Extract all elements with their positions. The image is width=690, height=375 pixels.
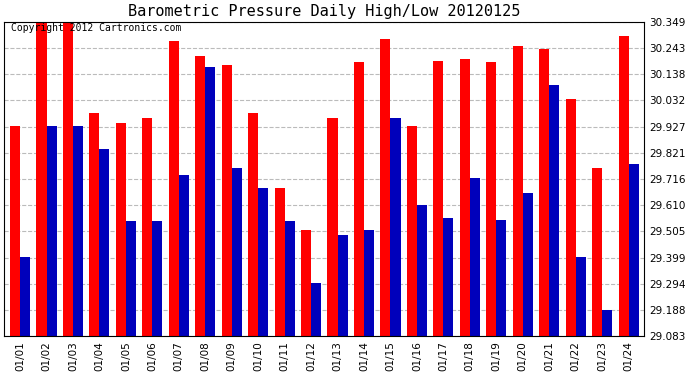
- Bar: [602, 310, 612, 336]
- Bar: [380, 39, 391, 336]
- Bar: [142, 118, 152, 336]
- Bar: [618, 36, 629, 336]
- Bar: [126, 221, 136, 336]
- Bar: [248, 113, 258, 336]
- Bar: [364, 230, 374, 336]
- Bar: [539, 49, 549, 336]
- Bar: [10, 126, 20, 336]
- Bar: [523, 193, 533, 336]
- Bar: [63, 22, 73, 336]
- Bar: [46, 126, 57, 336]
- Bar: [90, 113, 99, 336]
- Bar: [486, 63, 496, 336]
- Bar: [20, 257, 30, 336]
- Title: Barometric Pressure Daily High/Low 20120125: Barometric Pressure Daily High/Low 20120…: [128, 4, 520, 19]
- Bar: [496, 220, 506, 336]
- Bar: [417, 205, 427, 336]
- Bar: [470, 178, 480, 336]
- Bar: [311, 284, 321, 336]
- Bar: [116, 123, 126, 336]
- Bar: [337, 235, 348, 336]
- Bar: [195, 56, 205, 336]
- Text: Copyright 2012 Cartronics.com: Copyright 2012 Cartronics.com: [10, 23, 181, 33]
- Bar: [566, 99, 575, 336]
- Bar: [549, 85, 560, 336]
- Bar: [391, 118, 400, 336]
- Bar: [169, 41, 179, 336]
- Bar: [285, 221, 295, 336]
- Bar: [232, 168, 241, 336]
- Bar: [275, 188, 285, 336]
- Bar: [179, 176, 189, 336]
- Bar: [592, 168, 602, 336]
- Bar: [301, 230, 311, 336]
- Bar: [73, 126, 83, 336]
- Bar: [460, 59, 470, 336]
- Bar: [575, 257, 586, 336]
- Bar: [221, 65, 232, 336]
- Bar: [152, 221, 162, 336]
- Bar: [407, 126, 417, 336]
- Bar: [354, 63, 364, 336]
- Bar: [629, 164, 639, 336]
- Bar: [444, 217, 453, 336]
- Bar: [513, 46, 523, 336]
- Bar: [37, 22, 46, 336]
- Bar: [205, 68, 215, 336]
- Bar: [258, 188, 268, 336]
- Bar: [99, 149, 110, 336]
- Bar: [328, 118, 337, 336]
- Bar: [433, 61, 444, 336]
